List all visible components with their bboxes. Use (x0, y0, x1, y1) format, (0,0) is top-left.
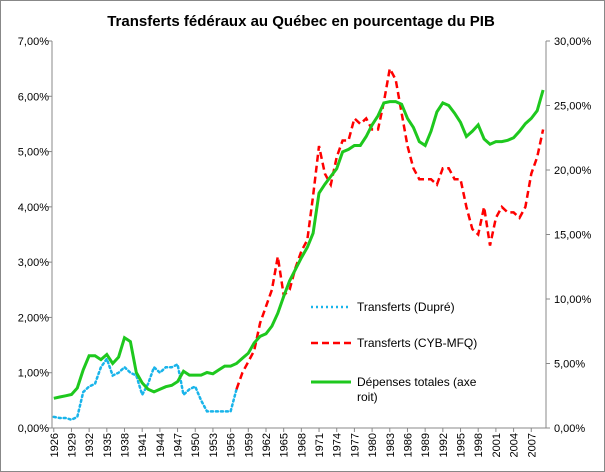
x-tick-label: 1953 (208, 433, 220, 457)
series-line-1 (235, 64, 545, 390)
y-right-tick-label: 25,00% (554, 101, 592, 113)
x-tick-label: 1989 (420, 433, 432, 457)
y-right-tick-label: 20,00% (554, 165, 592, 177)
y-right-tick-label: 15,00% (554, 230, 592, 242)
x-tick-label: 1992 (438, 433, 450, 457)
x-tick-label: 1929 (66, 433, 78, 457)
x-tick-label: 1986 (402, 433, 414, 457)
y-left-tick-label: 4,00% (18, 202, 49, 214)
x-tick-label: 1977 (349, 433, 361, 457)
x-tick-label: 1941 (137, 433, 149, 457)
x-tick-label: 1980 (367, 433, 379, 457)
x-tick-label: 1965 (279, 433, 291, 457)
y-left-tick-label: 5,00% (18, 147, 49, 159)
x-tick-label: 1995 (456, 433, 468, 457)
y-left-tick-label: 0,00% (18, 423, 49, 435)
x-tick-label: 1959 (243, 433, 255, 457)
x-tick-label: 1935 (102, 433, 114, 457)
x-tick-label: 1926 (49, 433, 61, 457)
x-tick-label: 1962 (261, 433, 273, 457)
y-left-tick-label: 1,00% (18, 368, 49, 380)
x-tick-label: 2001 (491, 433, 503, 457)
y-left-tick-label: 7,00% (18, 36, 49, 48)
legend-label: roit) (357, 390, 378, 404)
y-left-tick-label: 6,00% (18, 91, 49, 103)
x-tick-label: 1971 (314, 433, 326, 457)
x-tick-label: 1983 (385, 433, 397, 457)
x-tick-label: 2007 (526, 433, 538, 457)
x-tick-label: 1974 (332, 433, 344, 457)
x-tick-label: 1938 (120, 433, 132, 457)
y-right-tick-label: 5,00% (554, 359, 585, 371)
x-tick-label: 1956 (226, 433, 238, 457)
series-line-0 (52, 356, 238, 422)
x-tick-label: 2004 (509, 433, 521, 457)
chart-title: Transferts fédéraux au Québec en pourcen… (107, 13, 495, 30)
legend-label: Transferts (Dupré) (357, 300, 455, 314)
series-line-2 (53, 89, 545, 400)
x-tick-label: 1947 (173, 433, 185, 457)
y-left-tick-label: 2,00% (18, 312, 49, 324)
x-tick-label: 1998 (473, 433, 485, 457)
y-right-tick-label: 30,00% (554, 36, 592, 48)
x-tick-label: 1968 (296, 433, 308, 457)
y-left-tick-label: 3,00% (18, 257, 49, 269)
legend-label: Dépenses totales (axe (357, 375, 477, 389)
y-right-tick-label: 10,00% (554, 294, 592, 306)
x-tick-label: 1944 (155, 433, 167, 457)
legend-label: Transferts (CYB-MFQ) (357, 336, 477, 350)
x-tick-label: 1932 (84, 433, 96, 457)
x-tick-label: 1950 (190, 433, 202, 457)
y-right-tick-label: 0,00% (554, 423, 585, 435)
